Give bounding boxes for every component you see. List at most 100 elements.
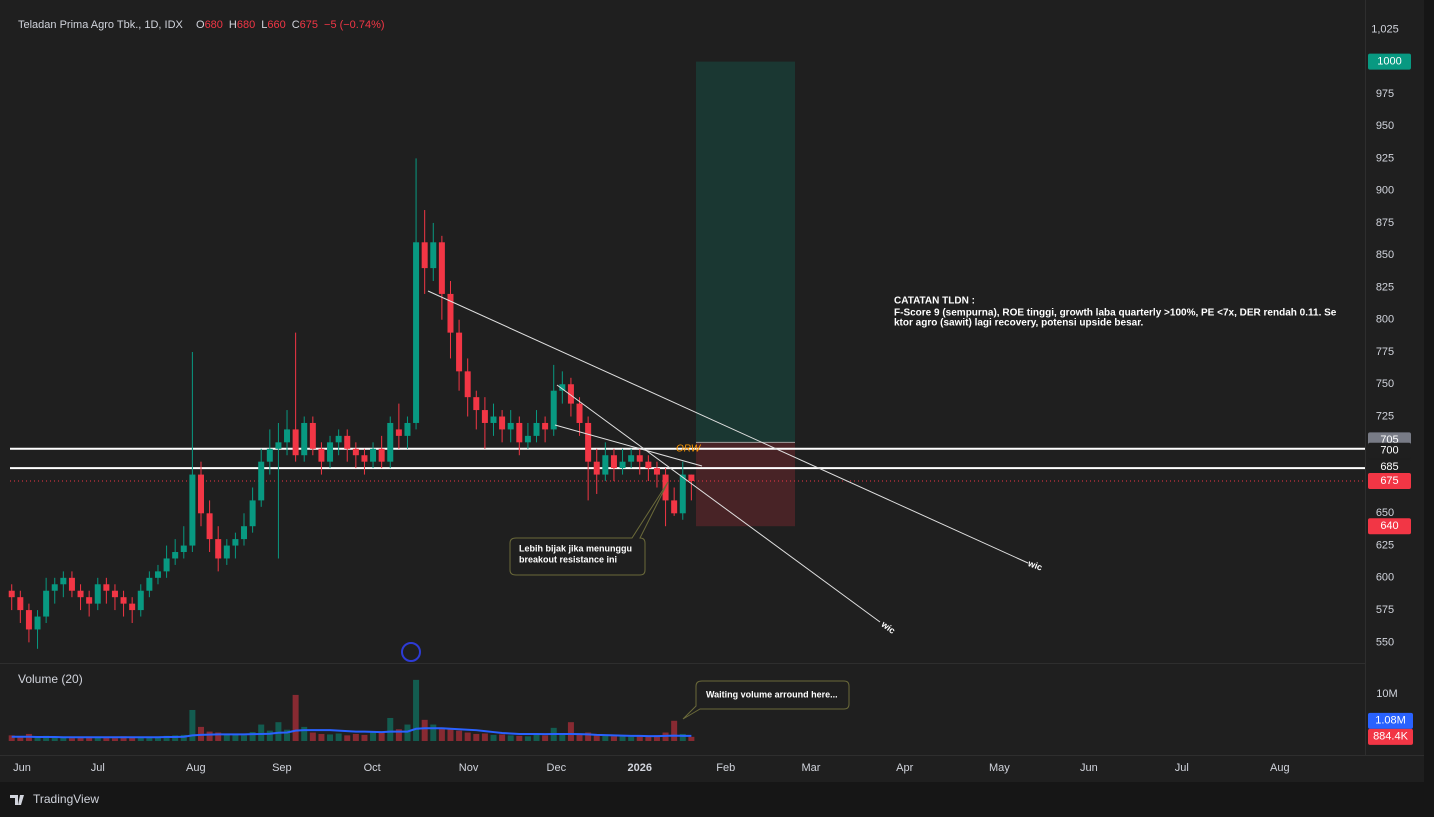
note-title: CATATAN TLDN : (894, 296, 975, 307)
volume-badge-label: 884.4K (1373, 731, 1409, 743)
change: −5 (324, 19, 337, 31)
x-tick-label: Jul (91, 762, 105, 774)
candle-body (688, 474, 695, 482)
candle-body (284, 429, 291, 443)
volume-ma-badge-label: 1.08M (1375, 715, 1406, 727)
ohlc-value: 680 (205, 19, 223, 31)
volume-bar (516, 735, 523, 741)
volume-bar (34, 737, 41, 741)
stop-zone (696, 442, 795, 527)
brand: TradingView (33, 792, 99, 806)
volume-bar (576, 733, 583, 741)
x-tick-label: Jul (1175, 762, 1189, 774)
candle-body (481, 410, 488, 423)
candle-body (464, 371, 471, 398)
candle-body (542, 422, 549, 430)
volume-bar (602, 734, 609, 741)
volume-bar (524, 736, 531, 741)
x-tick-label: Jun (1080, 762, 1098, 774)
candle-body (94, 584, 101, 604)
drawings (10, 61, 1365, 527)
volume-bar (111, 738, 118, 741)
volume-bar (361, 734, 368, 741)
ohlc-legend: O680 H680 L660 C675 −5 (−0.74%) (196, 19, 385, 31)
overlay: wic wic ORW Lebih bijak jika menunggu br… (10, 19, 1337, 806)
candle-body (344, 435, 351, 449)
candle-body (456, 332, 463, 372)
candle-body (593, 461, 600, 475)
candle-body (25, 610, 32, 630)
volume-bar (180, 734, 187, 741)
line-label: wic (1026, 558, 1044, 573)
candle-body (576, 403, 583, 423)
candle-body (249, 500, 256, 527)
x-tick-label: Feb (716, 762, 735, 774)
candle-body (137, 590, 144, 611)
y-tick-label: 625 (1376, 539, 1394, 551)
candle-body (628, 455, 635, 462)
candle-body (610, 455, 617, 469)
candle-body (215, 539, 222, 559)
candle-body (163, 558, 170, 572)
candle-body (671, 500, 678, 514)
candle-body (559, 384, 566, 391)
candle-body (387, 422, 394, 462)
volume-bar (344, 735, 351, 741)
candle-body (86, 597, 93, 604)
volume-bar (430, 724, 437, 741)
volume-bar (378, 732, 385, 741)
candle-body (129, 603, 136, 611)
volume-bar (241, 735, 248, 741)
change-pct: (−0.74%) (340, 19, 385, 31)
volume-bar (335, 733, 342, 741)
volume-bar (60, 736, 67, 741)
volume-bar (94, 737, 101, 741)
volume-bar (292, 694, 299, 741)
volume-bar (68, 738, 75, 741)
candle-body (473, 397, 480, 411)
candle-body (404, 422, 411, 436)
candle-body (68, 577, 75, 591)
candle-body (275, 442, 282, 449)
volume-bar (77, 737, 84, 741)
volume-bar (481, 733, 488, 741)
marks: O680 H680 L660 C675 −5 (−0.74%)55057560062565… (8, 19, 1413, 774)
volume-bar (438, 727, 445, 741)
volume-bar (172, 735, 179, 741)
callout-text: Waiting volume arround here... (706, 689, 838, 699)
callout-box (509, 481, 669, 576)
candle-body (438, 242, 445, 294)
volume-tick-label: 10M (1376, 688, 1397, 700)
volume-bar (43, 735, 50, 741)
ohlc-key: O (196, 19, 205, 31)
event-icon[interactable] (401, 642, 421, 662)
volume-bar (120, 736, 127, 741)
candle-body (180, 545, 187, 553)
volume-bar (636, 736, 643, 741)
candle-body (197, 474, 204, 514)
volume-bar (473, 733, 480, 741)
candle-body (17, 597, 24, 611)
x-tick-label: Apr (896, 762, 913, 774)
x-tick-label: Aug (1270, 762, 1290, 774)
x-tick-label: Jun (13, 762, 31, 774)
y-tick-label: 875 (1376, 217, 1394, 229)
candle-body (413, 242, 420, 423)
candle-body (172, 552, 179, 559)
volume-bar (542, 735, 549, 741)
candle-body (327, 442, 334, 462)
candle-body (585, 422, 592, 462)
volume-bar (258, 724, 265, 741)
volume-bar (327, 734, 334, 741)
volume-bar (593, 735, 600, 741)
trend-line (554, 424, 703, 467)
volume-bar (610, 736, 617, 741)
volume-bar (671, 720, 678, 741)
volume-bar (275, 722, 282, 741)
ohlc-value: 680 (237, 19, 255, 31)
ohlc-key: C (292, 19, 300, 31)
x-tick-label: May (989, 762, 1010, 774)
target-zone (696, 61, 795, 443)
volume-bar (628, 736, 635, 741)
candle-body (524, 435, 531, 443)
